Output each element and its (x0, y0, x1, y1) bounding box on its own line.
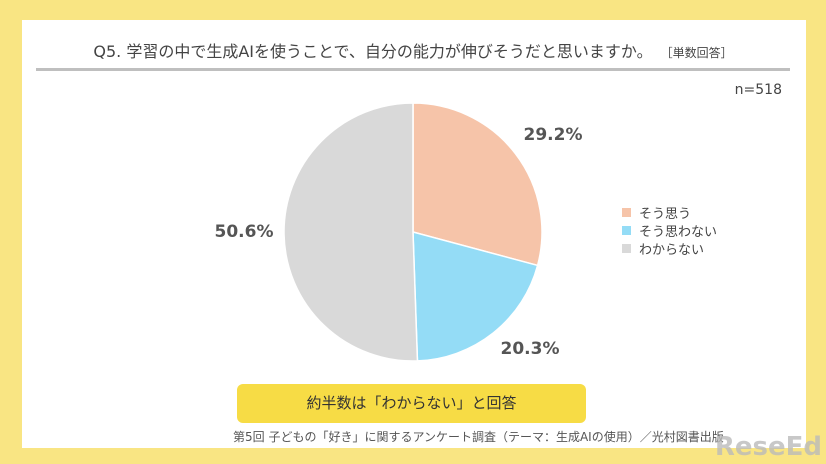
legend-item: わからない (622, 239, 717, 258)
divider (36, 68, 790, 71)
title-text: Q5. 学習の中で生成AIを使うことで、自分の能力が伸びそうだと思いますか。 (93, 42, 653, 61)
legend: そう思うそう思わない わからない (622, 203, 718, 258)
sample-size: n=518 (734, 82, 782, 98)
legend-item: そう思わない (622, 221, 718, 240)
legend-swatch (622, 207, 631, 217)
pie-slice-0 (412, 102, 543, 267)
legend-swatch (622, 225, 631, 235)
chart-title: Q5. 学習の中で生成AIを使うことで、自分の能力が伸びそうだと思いますか。 ［単… (0, 38, 826, 62)
callout-banner: 約半数は「わからない」と回答 (237, 384, 586, 423)
watermark-logo: ReseEd (714, 432, 822, 462)
legend-label: そう思う (639, 206, 692, 222)
legend-item: そう思う (622, 203, 717, 222)
title-note: ［単数回答］ (666, 46, 733, 60)
pie-slice-2 (283, 102, 419, 362)
data-label: 29.2% (524, 125, 583, 145)
source-note: 第5回 子どもの「好き」に関するアンケート調査（テーマ：生成AIの使用）／光村図… (233, 430, 724, 444)
pie-slice-1 (412, 231, 539, 362)
legend-label: そう思わない (639, 224, 718, 240)
data-label: 20.3% (501, 339, 560, 359)
legend-label: わからない (639, 242, 705, 258)
data-label: 50.6% (215, 222, 274, 242)
legend-swatch (622, 243, 631, 253)
